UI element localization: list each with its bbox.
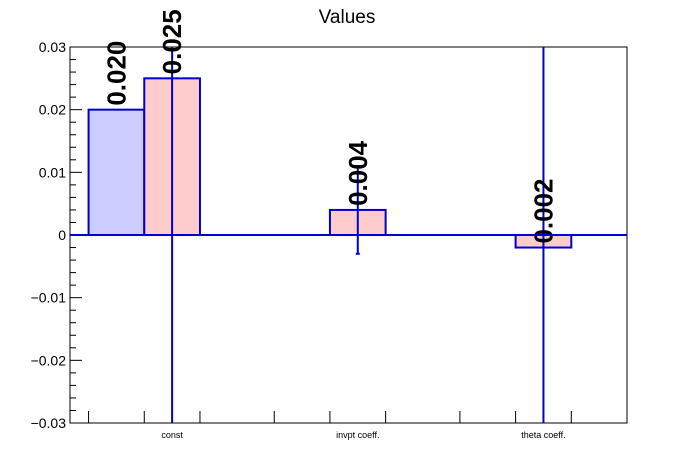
data-label: 0.025 (157, 9, 187, 74)
y-tick-label: 0.03 (39, 39, 66, 55)
chart-title: Values (319, 7, 376, 28)
y-tick-label: 0.01 (39, 164, 66, 180)
x-category-label: const (161, 430, 183, 440)
data-label: 0.002 (528, 178, 558, 243)
x-category-label: invpt coeff. (336, 430, 379, 440)
y-tick-label: −0.01 (31, 290, 67, 306)
y-tick-label: 0 (58, 227, 66, 243)
data-label: 0.020 (101, 41, 131, 106)
plot-area: −0.03 −0.02 −0.01 0 0.01 0.02 0.03 0.020 0.025 0.… (31, 9, 628, 440)
y-tick-label: 0.02 (39, 102, 66, 118)
y-tick-label: −0.03 (31, 415, 67, 431)
y-tick-label: −0.02 (31, 352, 67, 368)
bar (87, 108, 146, 236)
data-label: 0.004 (343, 140, 373, 206)
x-category-label: theta coeff. (521, 430, 565, 440)
